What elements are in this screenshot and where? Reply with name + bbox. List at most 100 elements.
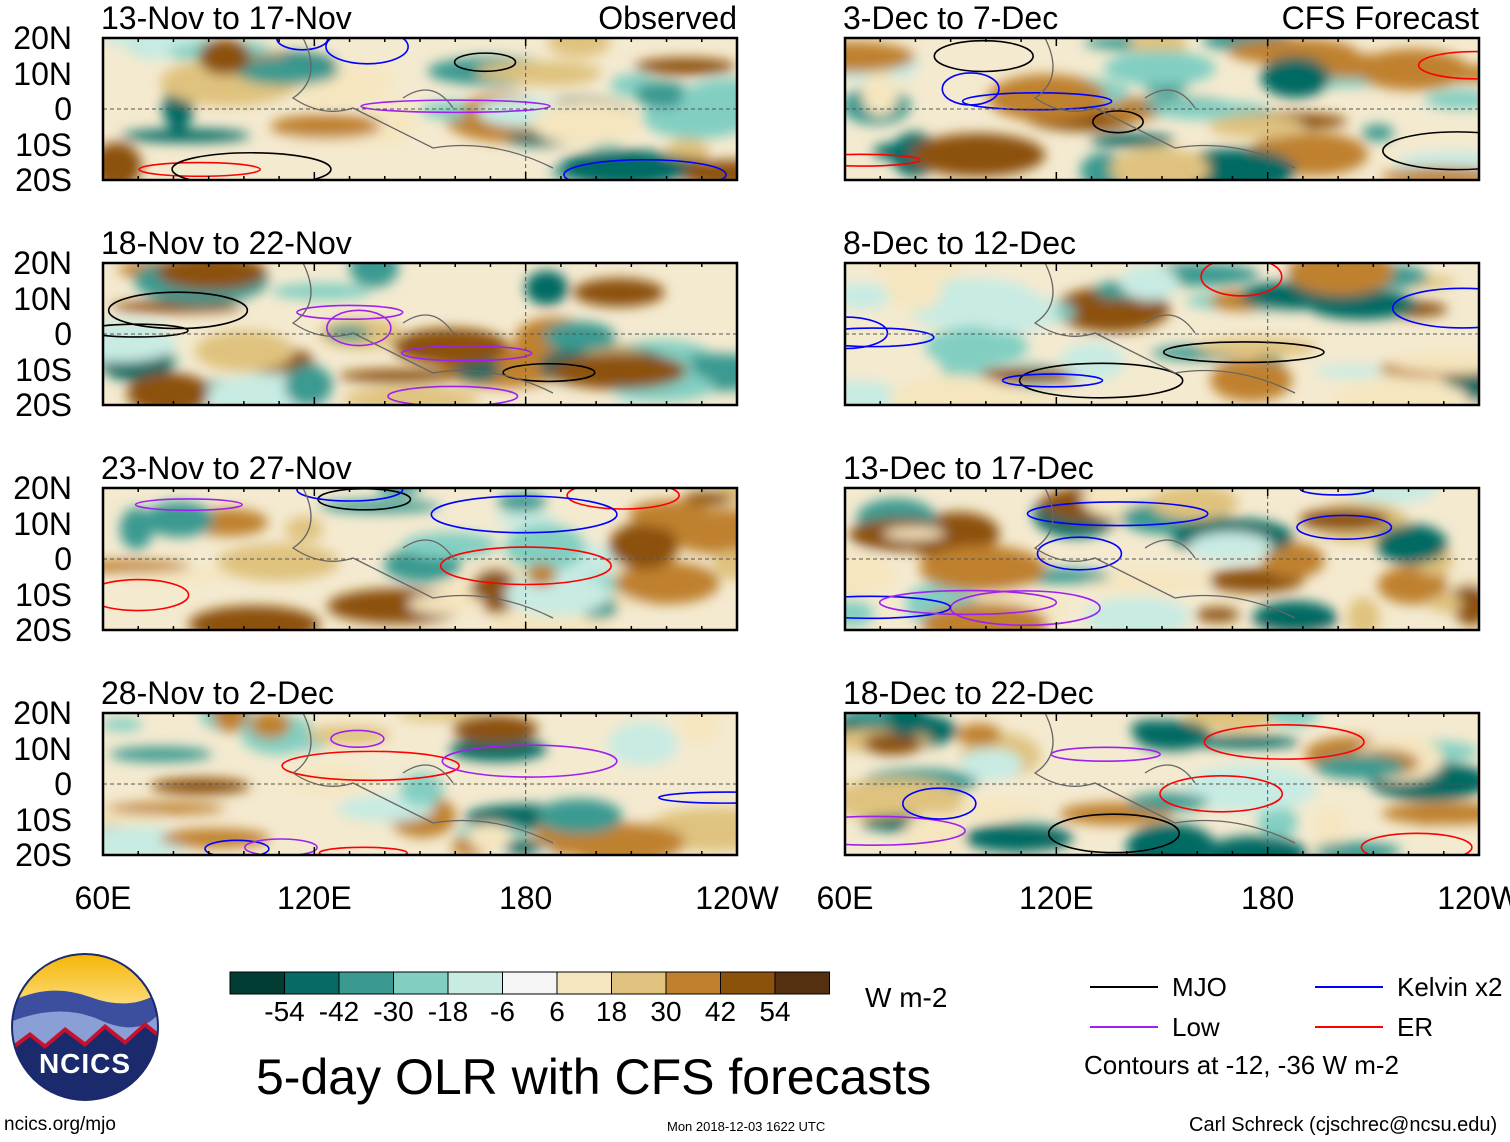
ncics-logo: NCICS <box>10 952 160 1102</box>
olr-anomaly-blob <box>1381 802 1479 825</box>
olr-anomaly-blob <box>407 594 486 615</box>
olr-anomaly-blob <box>1126 823 1216 855</box>
colorbar-swatch <box>556 971 612 995</box>
lat-tick-label: 20N <box>13 470 72 506</box>
contour-mjo <box>1382 131 1479 171</box>
olr-anomaly-blob <box>467 823 513 852</box>
olr-anomaly-blob <box>634 81 691 108</box>
olr-anomaly-blob <box>1120 265 1179 301</box>
olr-anomaly-blob <box>1299 508 1390 532</box>
contour-low <box>360 99 551 114</box>
olr-anomaly-blob <box>1104 50 1216 86</box>
contour-low <box>326 309 392 347</box>
olr-anomaly-blob <box>919 545 1046 592</box>
coastline <box>291 263 554 394</box>
olr-anomaly-blob <box>861 71 899 116</box>
contour-er <box>318 846 408 855</box>
colorbar-swatch <box>665 971 721 995</box>
olr-anomaly-blob <box>910 133 1046 177</box>
olr-anomaly-blob <box>1333 378 1469 405</box>
olr-anomaly-blob <box>134 47 174 60</box>
contour-kelvin <box>961 92 1113 111</box>
olr-anomaly-blob <box>103 718 143 732</box>
olr-anomaly-blob <box>103 142 142 180</box>
contour-kelvin <box>845 595 952 620</box>
olr-anomaly-blob <box>449 736 547 762</box>
olr-anomaly-blob <box>547 38 611 58</box>
olr-anomaly-blob <box>453 715 539 744</box>
lat-tick-label: 0 <box>54 316 72 352</box>
olr-anomaly-blob <box>1085 597 1190 630</box>
contour-er <box>281 750 460 782</box>
olr-anomaly-blob <box>536 798 623 834</box>
olr-anomaly-blob <box>504 573 610 617</box>
panel-title: 8-Dec to 12-Dec <box>843 225 1076 261</box>
lon-tick-label: 60E <box>74 880 132 916</box>
olr-anomaly-blob <box>188 605 321 630</box>
lat-tick-label: 0 <box>54 766 72 802</box>
olr-anomaly-blob <box>959 748 1023 781</box>
olr-anomaly-blob <box>1377 565 1449 605</box>
olr-anomaly-blob <box>505 839 540 855</box>
lon-tick-label: 120W <box>695 880 779 916</box>
lat-tick-label: 10N <box>13 55 72 92</box>
olr-anomaly-blob <box>675 159 737 180</box>
olr-anomaly-blob <box>1210 358 1293 402</box>
olr-anomaly-blob <box>1260 56 1330 98</box>
contour-kelvin <box>941 72 1000 106</box>
contour-low <box>441 744 618 778</box>
olr-anomaly-blob <box>628 499 712 528</box>
colorbar-swatch <box>338 971 394 995</box>
olr-anomaly-blob <box>1355 48 1470 91</box>
legend-label: Low <box>1172 1012 1220 1042</box>
olr-anomaly-blob <box>1313 805 1347 851</box>
olr-anomaly-blob <box>608 722 679 766</box>
olr-anomaly-blob <box>160 828 271 849</box>
olr-anomaly-blob <box>143 501 214 538</box>
contour-low <box>387 385 519 405</box>
contour-er <box>103 578 190 612</box>
olr-anomaly-blob <box>845 283 891 310</box>
lat-tick-label: 10N <box>13 730 72 767</box>
coastline <box>1033 38 1296 169</box>
olr-anomaly-blob <box>236 57 339 86</box>
contour-mjo <box>1162 341 1325 364</box>
contour-mjo <box>502 362 596 383</box>
contour-mjo <box>103 323 189 338</box>
lat-tick-label: 20S <box>15 837 72 873</box>
footer-url[interactable]: ncics.org/mjo <box>4 1114 116 1135</box>
coastline <box>1033 488 1296 619</box>
olr-anomaly-blob <box>957 723 1002 747</box>
contour-er <box>845 153 921 167</box>
contour-mjo <box>171 151 332 180</box>
legend-label: Kelvin x2 <box>1397 972 1503 1002</box>
olr-anomaly-blob <box>1427 595 1464 613</box>
lat-tick-label: 20S <box>15 162 72 198</box>
coastline <box>291 713 554 844</box>
colorbar-swatch <box>229 971 285 995</box>
logo-text: NCICS <box>38 1048 132 1079</box>
colorbar-tick-label: 42 <box>704 996 737 1027</box>
olr-anomaly-blob <box>531 101 641 146</box>
olr-anomaly-blob <box>1314 364 1390 378</box>
lat-tick-label: 0 <box>54 541 72 577</box>
olr-anomaly-blob <box>103 38 201 49</box>
olr-anomaly-blob <box>156 263 267 290</box>
contour-kelvin <box>657 791 737 804</box>
panel-title: 3-Dec to 7-Dec <box>843 0 1059 36</box>
olr-anomaly-blob <box>497 493 547 512</box>
colorbar-tick-label: -42 <box>318 996 360 1027</box>
colorbar-tick-label: -54 <box>264 996 305 1027</box>
olr-anomaly-blob <box>1360 844 1401 855</box>
panel-title: 13-Nov to 17-Nov <box>101 0 352 36</box>
contour-kelvin <box>845 327 935 348</box>
olr-anomaly-blob <box>572 278 665 307</box>
contour-levels-note: Contours at -12, -36 W m-2 <box>1084 1050 1399 1080</box>
contour-er <box>1200 263 1283 297</box>
contour-low <box>296 304 404 321</box>
olr-anomaly-blob <box>1361 124 1394 142</box>
olr-anomaly-blob <box>845 600 874 628</box>
olr-anomaly-blob <box>103 327 178 363</box>
olr-anomaly-blob <box>126 372 212 405</box>
olr-panel <box>845 38 1479 180</box>
